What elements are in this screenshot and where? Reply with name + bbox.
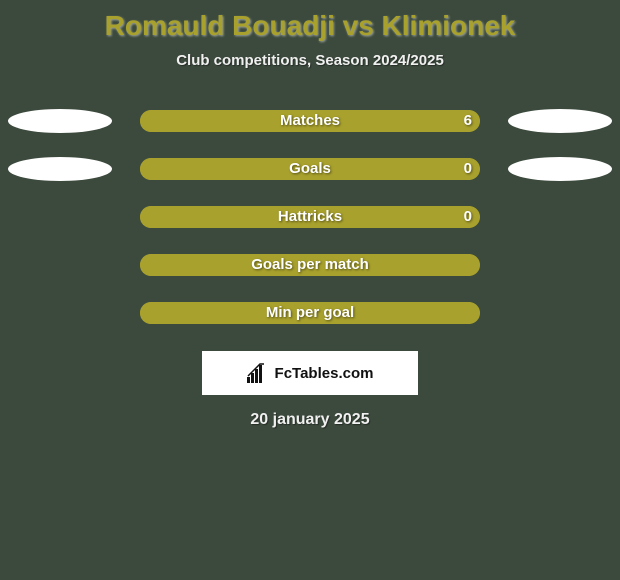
stat-bar: Goals per match <box>140 254 480 276</box>
brand-badge: FcTables.com <box>202 351 418 395</box>
stat-value-right: 0 <box>464 158 472 180</box>
player-right-photo-placeholder <box>508 109 612 133</box>
comparison-infographic: Romauld Bouadji vs Klimionek Club compet… <box>0 0 620 580</box>
stat-value-right: 0 <box>464 206 472 228</box>
stat-label: Min per goal <box>140 302 480 324</box>
stat-value-right: 6 <box>464 110 472 132</box>
player-left-photo-placeholder <box>8 109 112 133</box>
brand-text: FcTables.com <box>275 365 374 382</box>
chart-bars-icon <box>247 363 269 383</box>
stat-rows: Matches6Goals0Hattricks0Goals per matchM… <box>0 109 620 325</box>
stat-row: Goals per match <box>0 253 620 277</box>
stat-label: Hattricks <box>140 206 480 228</box>
stat-bar: Hattricks0 <box>140 206 480 228</box>
player-left-photo-placeholder <box>8 157 112 181</box>
stat-bar: Goals0 <box>140 158 480 180</box>
subtitle: Club competitions, Season 2024/2025 <box>0 52 620 69</box>
stat-bar: Min per goal <box>140 302 480 324</box>
page-title: Romauld Bouadji vs Klimionek <box>0 0 620 42</box>
stat-label: Goals <box>140 158 480 180</box>
player-right-photo-placeholder <box>508 157 612 181</box>
stat-row: Matches6 <box>0 109 620 133</box>
stat-row: Goals0 <box>0 157 620 181</box>
stat-bar: Matches6 <box>140 110 480 132</box>
stat-row: Hattricks0 <box>0 205 620 229</box>
date-text: 20 january 2025 <box>0 411 620 429</box>
stat-label: Matches <box>140 110 480 132</box>
stat-row: Min per goal <box>0 301 620 325</box>
stat-label: Goals per match <box>140 254 480 276</box>
